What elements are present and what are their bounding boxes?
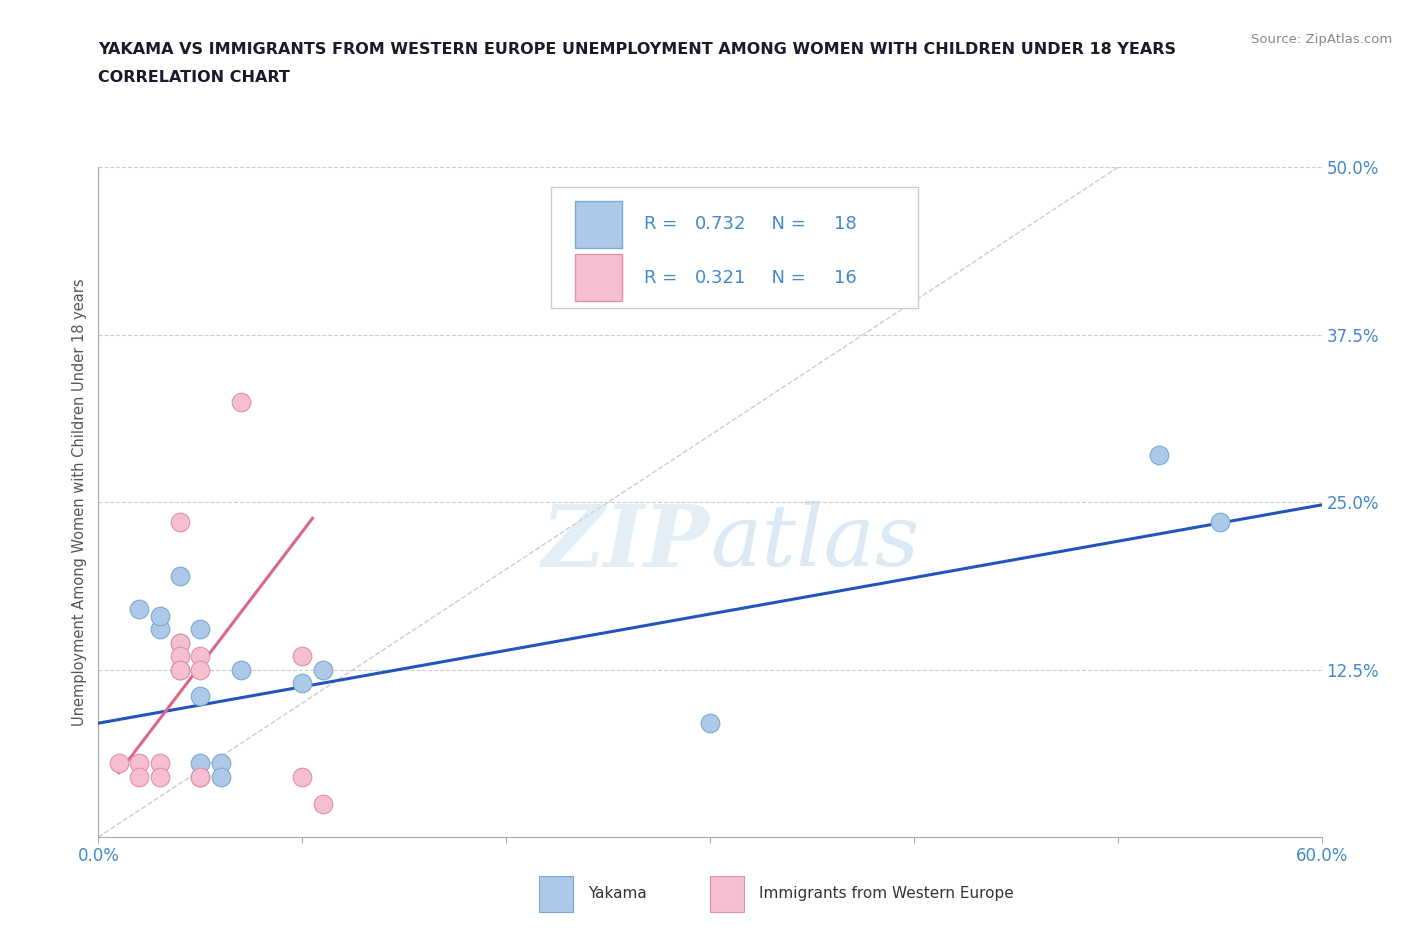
Point — [1147, 448, 1170, 463]
Point — [188, 649, 212, 664]
Point — [1209, 515, 1232, 530]
Text: Source: ZipAtlas.com: Source: ZipAtlas.com — [1251, 33, 1392, 46]
Point — [149, 622, 172, 637]
Point — [209, 756, 232, 771]
Text: ZIP: ZIP — [543, 500, 710, 584]
Point — [188, 769, 212, 784]
Point — [291, 675, 314, 690]
Point — [169, 662, 191, 677]
Point — [312, 796, 335, 811]
Point — [188, 756, 212, 771]
Bar — [575, 255, 621, 301]
Text: YAKAMA VS IMMIGRANTS FROM WESTERN EUROPE UNEMPLOYMENT AMONG WOMEN WITH CHILDREN : YAKAMA VS IMMIGRANTS FROM WESTERN EUROPE… — [98, 42, 1177, 57]
Point — [188, 662, 212, 677]
Text: CORRELATION CHART: CORRELATION CHART — [98, 70, 290, 85]
Text: R =: R = — [644, 269, 683, 286]
Point — [291, 769, 314, 784]
Point — [128, 769, 150, 784]
Point — [699, 716, 721, 731]
Point — [108, 756, 131, 771]
Text: Immigrants from Western Europe: Immigrants from Western Europe — [759, 886, 1014, 901]
Point — [291, 649, 314, 664]
Point — [209, 769, 232, 784]
Point — [128, 756, 150, 771]
Point — [149, 769, 172, 784]
Text: 0.321: 0.321 — [696, 269, 747, 286]
Point — [188, 689, 212, 704]
Point — [169, 635, 191, 650]
Y-axis label: Unemployment Among Women with Children Under 18 years: Unemployment Among Women with Children U… — [72, 278, 87, 726]
Bar — [538, 875, 574, 912]
Bar — [575, 201, 621, 247]
Point — [169, 515, 191, 530]
Point — [312, 662, 335, 677]
Point — [169, 662, 191, 677]
Text: R =: R = — [644, 216, 683, 233]
Text: atlas: atlas — [710, 501, 920, 584]
Text: 0.732: 0.732 — [696, 216, 747, 233]
Text: 16: 16 — [834, 269, 856, 286]
Point — [169, 635, 191, 650]
FancyBboxPatch shape — [551, 188, 918, 308]
Point — [231, 394, 253, 409]
Point — [149, 756, 172, 771]
Text: N =: N = — [761, 269, 811, 286]
Point — [169, 649, 191, 664]
Point — [231, 662, 253, 677]
Text: N =: N = — [761, 216, 811, 233]
Text: 18: 18 — [834, 216, 856, 233]
Point — [188, 769, 212, 784]
Text: Yakama: Yakama — [588, 886, 647, 901]
Point — [149, 608, 172, 623]
Point — [188, 622, 212, 637]
Bar — [710, 875, 744, 912]
Point — [128, 602, 150, 617]
Point — [169, 568, 191, 583]
